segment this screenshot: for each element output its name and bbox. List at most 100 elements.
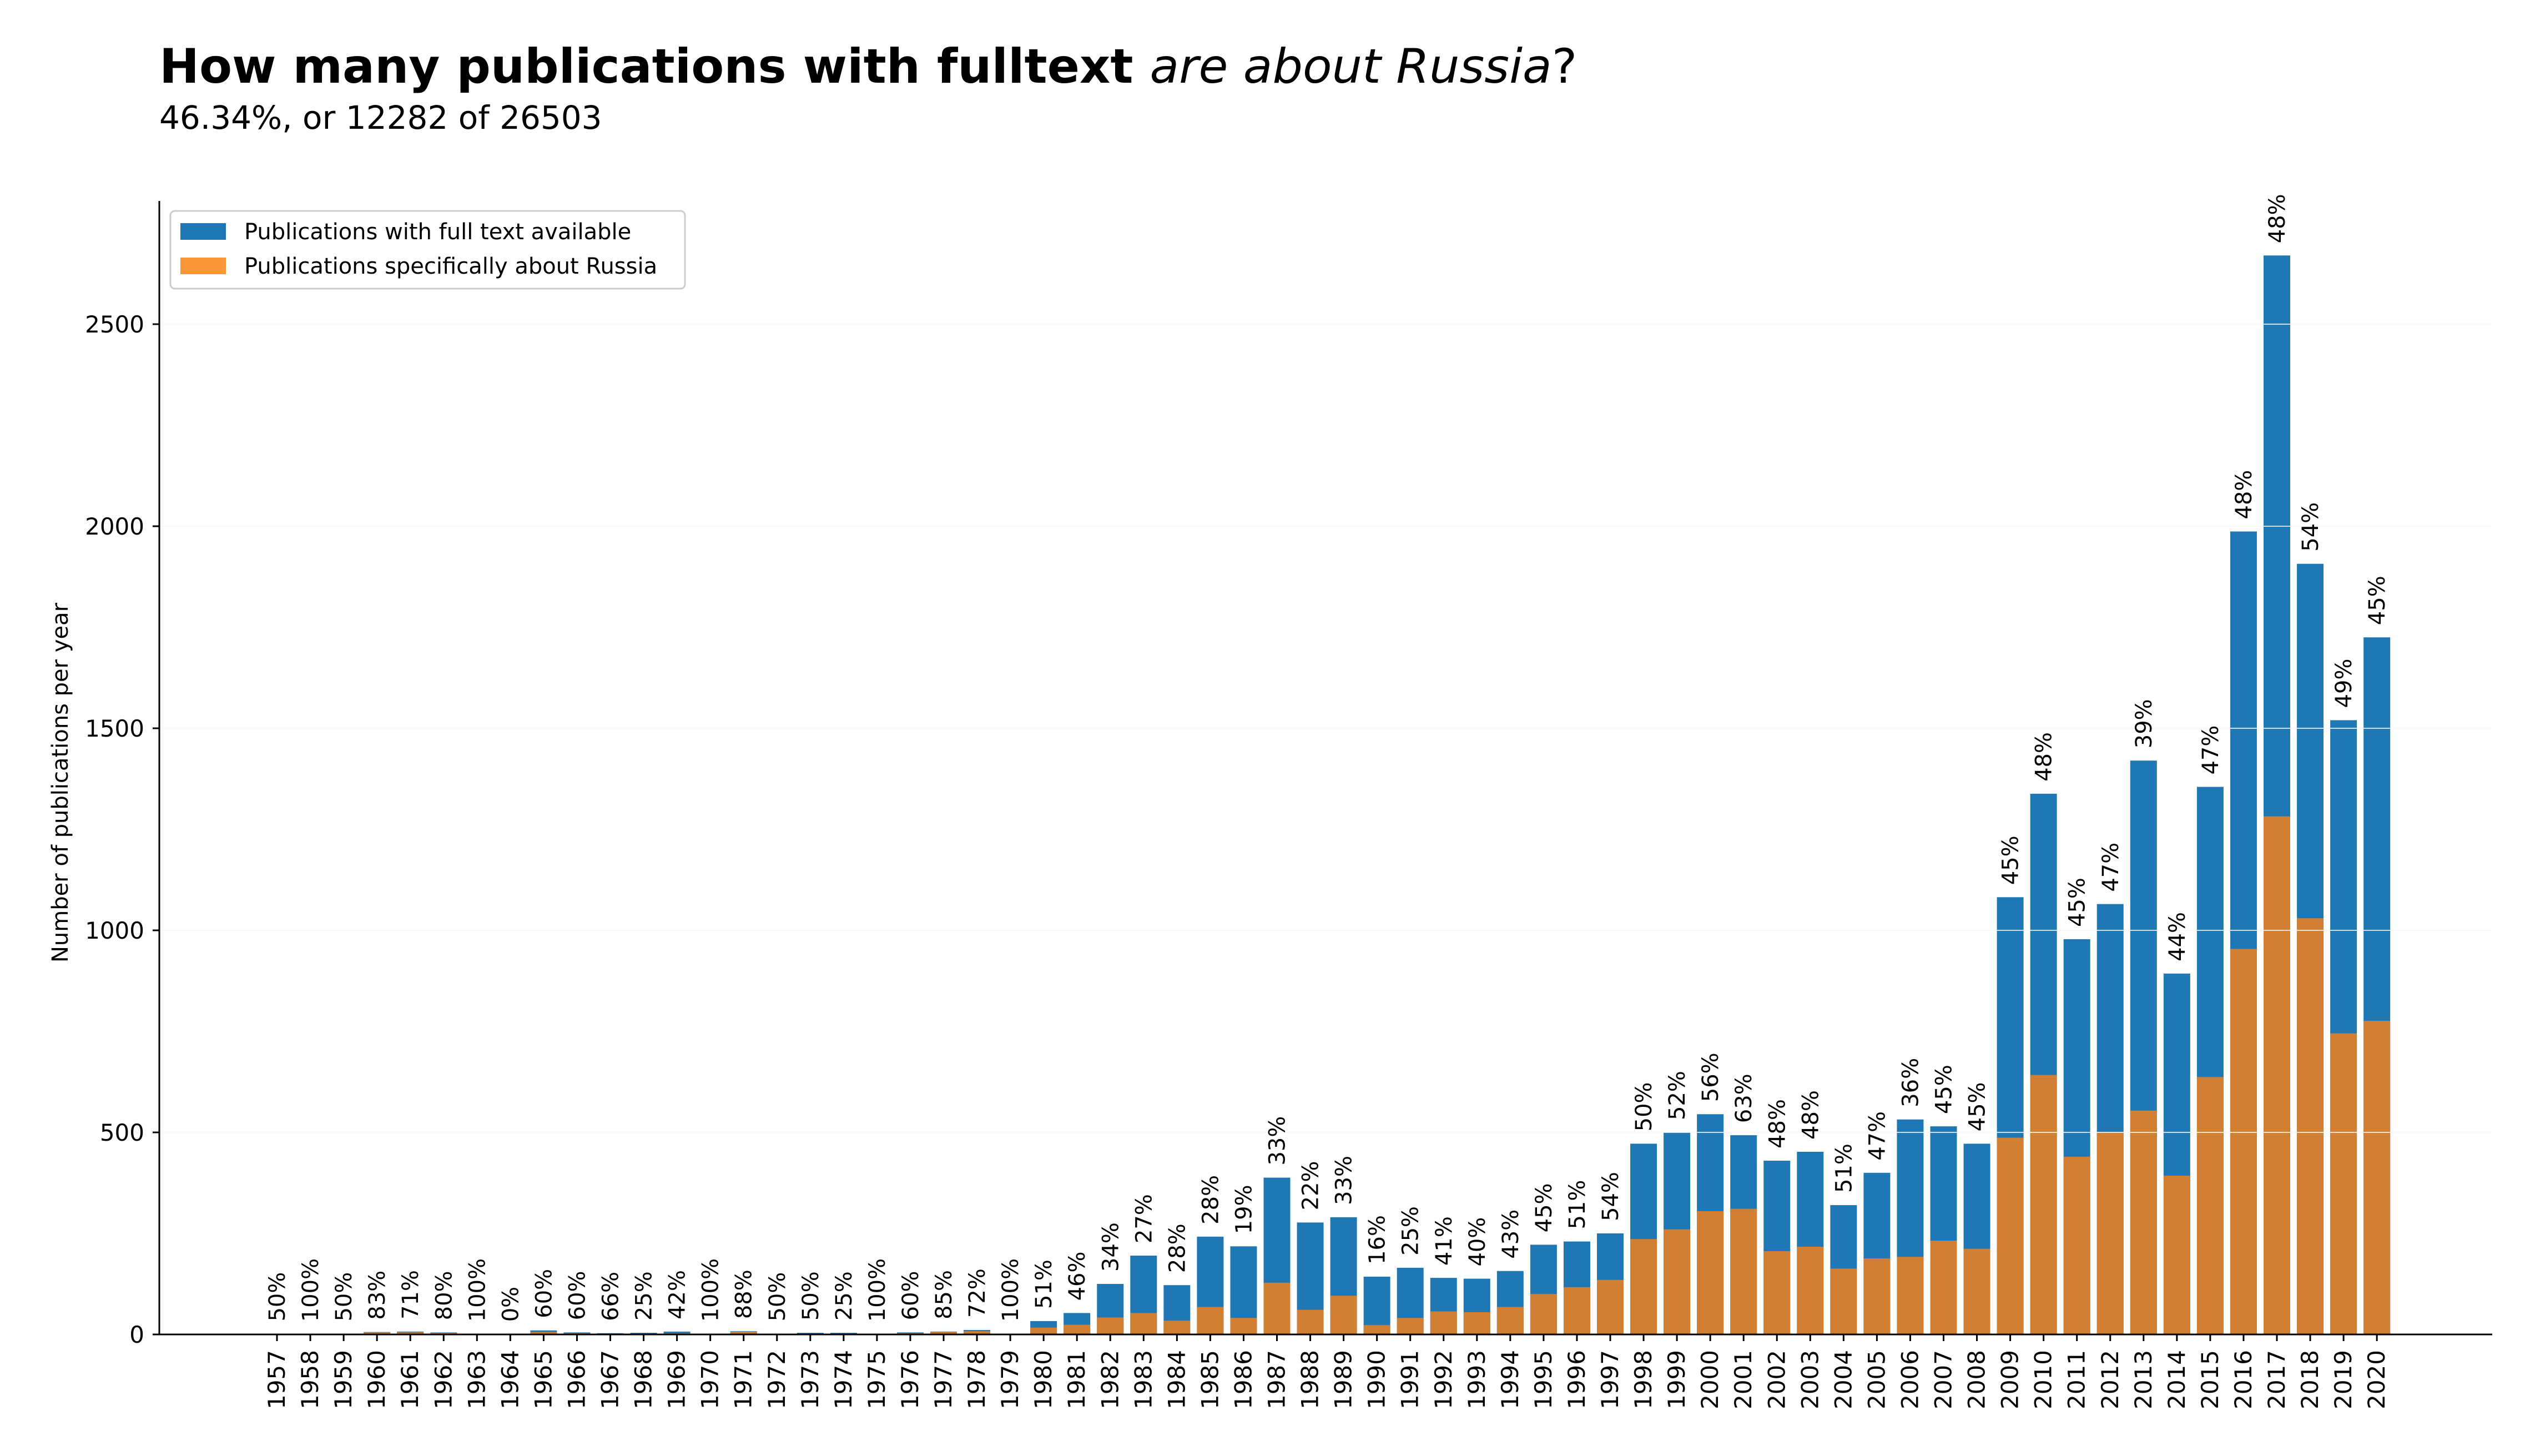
bar-russia-1961 xyxy=(397,1332,424,1334)
x-tick-label-1993: 1993 xyxy=(1463,1350,1490,1409)
bar-russia-1994 xyxy=(1496,1307,1524,1334)
x-tick-label-1972: 1972 xyxy=(763,1350,790,1409)
pct-label-1968: 25% xyxy=(632,1271,657,1321)
axes xyxy=(158,201,2492,1336)
bar-russia-1977 xyxy=(930,1332,957,1334)
x-tick-label-2003: 2003 xyxy=(1796,1350,1823,1409)
pct-label-1960: 83% xyxy=(365,1271,390,1320)
x-tick-label-1998: 1998 xyxy=(1630,1350,1657,1409)
bar-russia-2002 xyxy=(1763,1251,1791,1334)
x-tick-label-2009: 2009 xyxy=(1997,1350,2024,1409)
title-end: ? xyxy=(1551,39,1578,94)
x-tick-label-1999: 1999 xyxy=(1663,1350,1690,1409)
x-tick-label-1994: 1994 xyxy=(1496,1350,1524,1409)
legend-swatch-fulltext xyxy=(180,223,226,240)
bar-russia-1991 xyxy=(1397,1318,1424,1334)
x-tick-label-1960: 1960 xyxy=(363,1350,390,1409)
x-tick-label-1987: 1987 xyxy=(1263,1350,1291,1409)
y-tick-label: 2500 xyxy=(85,311,144,338)
x-tick-label-1962: 1962 xyxy=(430,1350,457,1409)
x-tick-label-1986: 1986 xyxy=(1229,1350,1257,1409)
bar-russia-2018 xyxy=(2297,918,2324,1334)
bar-russia-1985 xyxy=(1197,1307,1224,1334)
x-tick-label-1991: 1991 xyxy=(1397,1350,1424,1409)
y-tick-label: 1500 xyxy=(85,715,144,742)
pct-label-2004: 51% xyxy=(1831,1143,1857,1193)
bar-russia-1982 xyxy=(1097,1317,1124,1334)
pct-label-2009: 45% xyxy=(1998,835,2024,885)
pct-label-1966: 60% xyxy=(565,1271,590,1320)
y-tick-label: 0 xyxy=(129,1321,144,1348)
x-tick-label-2007: 2007 xyxy=(1930,1350,1957,1409)
x-tick-label-1968: 1968 xyxy=(630,1350,657,1409)
pct-label-1984: 28% xyxy=(1165,1223,1190,1273)
pct-label-1971: 88% xyxy=(732,1269,757,1319)
x-tick-label-1973: 1973 xyxy=(797,1350,824,1409)
pct-label-2019: 49% xyxy=(2331,659,2357,708)
x-tick-label-1959: 1959 xyxy=(330,1350,357,1409)
bar-russia-1999 xyxy=(1664,1229,1691,1334)
pct-label-1980: 51% xyxy=(1031,1259,1057,1309)
x-tick-label-1978: 1978 xyxy=(963,1350,990,1409)
bar-russia-1984 xyxy=(1163,1321,1191,1334)
bar-russia-2007 xyxy=(1930,1241,1957,1334)
x-tick-label-2012: 2012 xyxy=(2096,1350,2124,1409)
x-tick-label-1971: 1971 xyxy=(730,1350,757,1409)
chart-title: How many publications with fulltext are … xyxy=(159,39,1577,94)
x-tick-label-2006: 2006 xyxy=(1896,1350,1923,1409)
x-tick-label-1964: 1964 xyxy=(496,1350,523,1409)
pct-label-1994: 43% xyxy=(1498,1210,1524,1259)
x-ticks: 1957 1958 1959 1960 1961 1962 1963 1964 1965 1966… xyxy=(263,1334,2390,1409)
bar-russia-1992 xyxy=(1430,1311,1457,1334)
x-tick-label-1975: 1975 xyxy=(863,1350,890,1409)
pct-label-2012: 47% xyxy=(2098,843,2124,892)
y-tick-label: 500 xyxy=(100,1119,144,1146)
pct-label-1982: 34% xyxy=(1098,1222,1123,1272)
x-tick-label-1969: 1969 xyxy=(663,1350,691,1409)
bar-russia-1990 xyxy=(1363,1325,1390,1334)
bar-russia-2015 xyxy=(2196,1077,2224,1334)
bar-russia-2013 xyxy=(2130,1110,2157,1334)
x-tick-label-2020: 2020 xyxy=(2363,1350,2390,1409)
bar-russia-2011 xyxy=(2063,1156,2090,1334)
x-tick-label-2014: 2014 xyxy=(2163,1350,2190,1409)
pct-label-2000: 56% xyxy=(1698,1052,1723,1102)
pct-label-2020: 45% xyxy=(2365,576,2390,625)
pct-label-1962: 80% xyxy=(431,1271,457,1320)
pct-label-1991: 25% xyxy=(1398,1206,1424,1256)
bar-russia-2010 xyxy=(2030,1075,2057,1334)
y-tick-label: 1000 xyxy=(85,917,144,944)
bar-russia-1978 xyxy=(964,1331,991,1334)
bar-russia-1997 xyxy=(1597,1279,1624,1334)
x-tick-label-1970: 1970 xyxy=(697,1350,724,1409)
bar-russia-1989 xyxy=(1330,1296,1357,1334)
overlay-gridlines xyxy=(159,324,2492,1133)
pct-label-1999: 52% xyxy=(1665,1071,1690,1120)
pct-label-1981: 46% xyxy=(1065,1252,1090,1301)
bar-russia-2001 xyxy=(1730,1208,1757,1334)
y-axis-title: Number of publications per year xyxy=(48,602,73,963)
pct-label-2005: 47% xyxy=(1864,1111,1890,1161)
x-tick-label-1984: 1984 xyxy=(1163,1350,1190,1409)
bar-russia-1986 xyxy=(1230,1318,1257,1334)
bar-russia-1981 xyxy=(1064,1324,1091,1334)
bar-russia-2009 xyxy=(1997,1137,2024,1334)
x-tick-label-2008: 2008 xyxy=(1963,1350,1990,1409)
x-tick-label-2019: 2019 xyxy=(2330,1350,2357,1409)
x-tick-label-1974: 1974 xyxy=(830,1350,857,1409)
x-tick-label-2016: 2016 xyxy=(2230,1350,2257,1409)
x-tick-label-1958: 1958 xyxy=(296,1350,324,1409)
pct-label-2001: 63% xyxy=(1731,1074,1757,1123)
pct-label-2014: 44% xyxy=(2165,912,2190,961)
pct-label-1977: 85% xyxy=(931,1270,957,1319)
x-tick-label-2005: 2005 xyxy=(1863,1350,1890,1409)
pct-label-1970: 100% xyxy=(698,1258,724,1322)
bar-russia-2004 xyxy=(1830,1268,1857,1334)
legend[interactable]: Publications with full text available Pu… xyxy=(169,210,686,290)
bar-russia-1995 xyxy=(1530,1294,1557,1334)
bar-fulltext-1969 xyxy=(663,1331,691,1334)
pct-label-1978: 72% xyxy=(965,1268,990,1318)
pct-label-2003: 48% xyxy=(1798,1090,1823,1140)
x-tick-label-1976: 1976 xyxy=(896,1350,924,1409)
x-tick-label-1982: 1982 xyxy=(1096,1350,1123,1409)
